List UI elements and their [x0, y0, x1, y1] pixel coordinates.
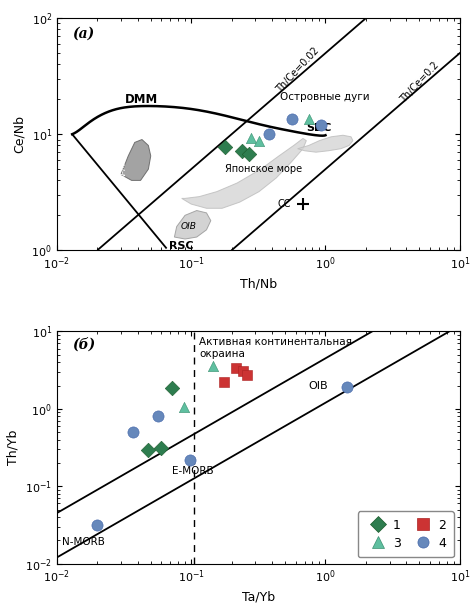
Point [93, 520, 101, 530]
Polygon shape [298, 135, 353, 152]
Text: E-MORB: E-MORB [172, 465, 214, 476]
Point [247, 133, 255, 143]
Text: N-MORB: N-MORB [118, 141, 128, 179]
Point [157, 444, 165, 453]
Text: (б): (б) [72, 337, 95, 351]
Text: RSC: RSC [169, 241, 193, 251]
Point [240, 366, 247, 376]
Text: OIB: OIB [309, 381, 328, 391]
Point [243, 371, 251, 381]
Point [343, 382, 351, 392]
Text: OIB: OIB [180, 222, 196, 231]
X-axis label: Ta/Yb: Ta/Yb [242, 591, 275, 604]
Text: (а): (а) [72, 27, 94, 41]
Point [155, 411, 162, 421]
Polygon shape [182, 138, 306, 208]
Point [186, 455, 194, 465]
Point [220, 378, 228, 387]
Point [222, 142, 229, 152]
Point [305, 115, 312, 124]
Point [168, 384, 176, 393]
Text: CC: CC [277, 199, 291, 209]
Point [317, 120, 324, 130]
Polygon shape [174, 210, 211, 239]
Y-axis label: Th/Yb: Th/Yb [7, 430, 19, 465]
Text: Активная континентальная
окраина: Активная континентальная окраина [200, 337, 352, 359]
Point [129, 427, 137, 437]
Point [255, 136, 263, 145]
Legend: 1, 3, 2, 4: 1, 3, 2, 4 [358, 511, 454, 558]
Point [232, 363, 240, 373]
Point [265, 129, 273, 139]
Text: Th/Ce=0.2: Th/Ce=0.2 [399, 60, 441, 105]
Text: DMM: DMM [125, 93, 158, 106]
Polygon shape [121, 139, 151, 181]
Point [238, 146, 246, 156]
Point [246, 149, 253, 159]
Text: Островные дуги: Островные дуги [280, 92, 370, 102]
Text: Th/Ce=0.02: Th/Ce=0.02 [275, 45, 321, 95]
Text: Японское море: Японское море [226, 164, 302, 174]
Point [180, 402, 188, 412]
Y-axis label: Ce/Nb: Ce/Nb [13, 115, 26, 153]
Text: SDC: SDC [306, 123, 332, 133]
Text: N-MORB: N-MORB [63, 537, 105, 547]
Point [209, 361, 217, 371]
Point [288, 115, 295, 124]
X-axis label: Th/Nb: Th/Nb [240, 278, 277, 290]
Point [145, 445, 152, 455]
